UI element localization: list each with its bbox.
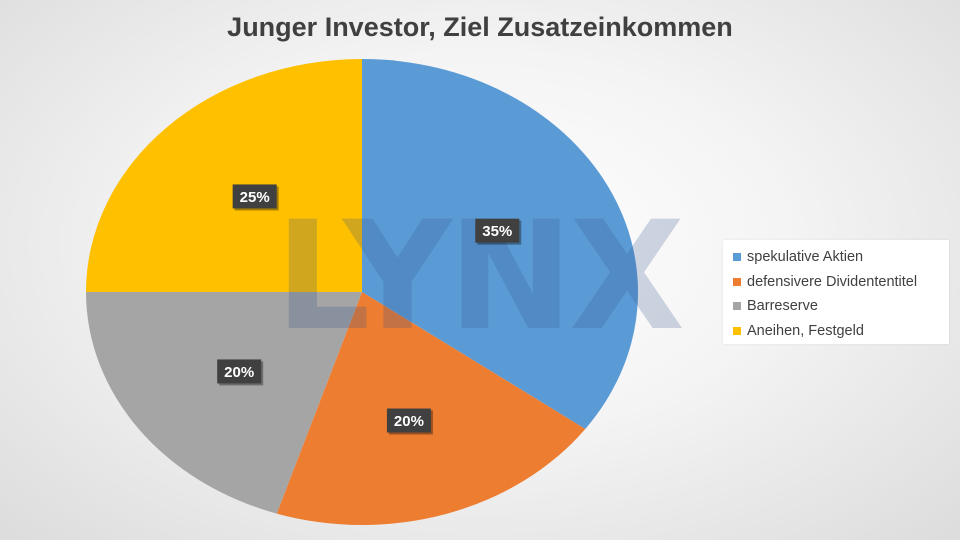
slice-labels: 35% 20% 20% 25%: [217, 184, 522, 435]
slice-label-spekulative-aktien: 35%: [475, 218, 522, 245]
slice-label-box: [217, 359, 262, 384]
legend-label: defensivere Dividententitel: [747, 273, 918, 290]
pie-slices: [86, 59, 638, 526]
slice-label-box: [386, 408, 431, 433]
slice-label-barreserve: 20%: [217, 359, 264, 386]
slice-label-text: 25%: [240, 189, 270, 206]
pie-slice-defensivere-dividententitel: [276, 292, 586, 526]
pie-slice-aneihen-festgeld: [86, 59, 362, 292]
legend-swatch: [733, 253, 741, 262]
legend-label: Barreserve: [747, 298, 818, 315]
legend-item-defensivere-dividententitel: defensivere Dividententitel: [733, 270, 949, 295]
legend-label: Aneihen, Festgeld: [747, 322, 864, 339]
slice-label-box: [232, 184, 277, 209]
watermark-text: LYNX: [275, 190, 682, 364]
slice-label-aneihen-festgeld: 25%: [232, 184, 279, 211]
slice-label-defensivere-dividententitel: 20%: [386, 408, 433, 435]
slice-label-text: 35%: [482, 223, 512, 240]
slice-label-text: 20%: [394, 413, 424, 430]
pie-slice-barreserve: [86, 292, 362, 514]
legend-item-barreserve: Barreserve: [733, 294, 949, 319]
legend-swatch: [733, 326, 741, 335]
legend-label: spekulative Aktien: [747, 249, 864, 266]
legend-swatch: [733, 277, 741, 286]
pie-slice-spekulative-aktien: [362, 59, 638, 429]
chart-title: Junger Investor, Ziel Zusatzeinkommen: [227, 12, 733, 42]
legend: spekulative Aktien defensivere Dividente…: [723, 240, 949, 344]
watermark-logo: LYNX: [275, 190, 682, 364]
slice-label-text: 20%: [224, 364, 254, 381]
slice-label-box: [475, 218, 520, 243]
legend-swatch: [733, 302, 741, 311]
legend-item-spekulative-aktien: spekulative Aktien: [733, 245, 949, 270]
legend-item-aneihen-festgeld: Aneihen, Festgeld: [733, 319, 949, 344]
